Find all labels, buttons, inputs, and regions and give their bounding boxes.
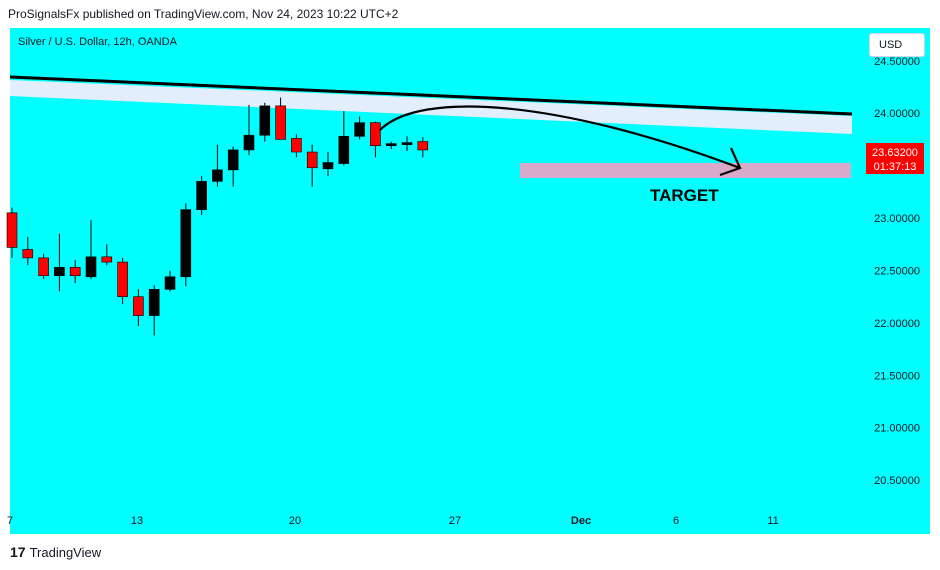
tradingview-footer: 17 TradingView (10, 544, 101, 560)
y-axis-tick-label: 21.50000 (874, 370, 920, 382)
tradingview-logo-icon: 17 (10, 544, 26, 560)
candle-bearish (306, 151, 318, 169)
candle-bullish (243, 134, 255, 151)
y-axis-tick-label: 22.50000 (874, 265, 920, 277)
price-tag-countdown: 01:37:13 (874, 161, 917, 173)
candle-bullish (338, 135, 350, 164)
candle-bullish (196, 181, 207, 210)
y-axis-tick-label: 23.00000 (874, 213, 920, 225)
target-label: TARGET (650, 186, 719, 205)
candle-bullish (259, 105, 271, 136)
projection-arrow (379, 105, 741, 170)
x-axis-tick-label: 20 (289, 515, 301, 527)
x-axis-tick-label: 6 (673, 515, 679, 527)
candle-bullish (148, 289, 160, 316)
candle-bullish (354, 122, 365, 137)
currency-button[interactable]: USD (869, 33, 925, 57)
candle-bullish (322, 162, 334, 170)
arrow-head-icon (719, 147, 742, 177)
x-axis-tick-label: 27 (449, 515, 461, 527)
candle-bearish (370, 122, 381, 147)
y-axis-tick-label: 24.50000 (874, 56, 920, 68)
candle-bullish (385, 143, 397, 147)
y-axis-tick-label: 24.00000 (874, 108, 920, 120)
resistance-trendline (9, 75, 853, 116)
candle-bearish (117, 261, 128, 297)
symbol-label: Silver / U.S. Dollar, 12h, OANDA (18, 36, 177, 48)
candle-bearish (291, 138, 302, 153)
candle-bullish (180, 209, 192, 278)
x-axis-tick-label: Dec (571, 515, 591, 527)
candle-bullish (85, 256, 97, 278)
candle-bearish (69, 267, 81, 277)
candle-bearish (38, 257, 49, 277)
candle-bearish (133, 296, 144, 316)
y-axis-tick-label: 21.00000 (874, 423, 920, 435)
candle-bullish (401, 142, 413, 145)
candle-bearish (22, 249, 34, 259)
publish-info: ProSignalsFx published on TradingView.co… (8, 7, 399, 21)
candle-bearish (101, 256, 113, 263)
resistance-zone (10, 80, 852, 134)
x-axis-tick-label: 13 (131, 515, 143, 527)
candle-bullish (164, 276, 176, 290)
candle-bearish (275, 105, 286, 140)
candle-bearish (417, 141, 429, 151)
tradingview-brand: TradingView (29, 545, 102, 560)
x-axis-tick-label: 11 (767, 515, 778, 527)
candle-bullish (227, 149, 239, 171)
y-axis-tick-label: 20.50000 (874, 475, 920, 487)
candle-bullish (212, 169, 223, 182)
price-tag-value: 23.63200 (872, 147, 918, 159)
target-zone (520, 163, 851, 178)
candle-bullish (54, 267, 65, 277)
candle-bearish (6, 212, 18, 248)
price-tag (866, 143, 924, 174)
y-axis-tick-label: 22.00000 (874, 318, 920, 330)
x-axis-tick-label: 7 (7, 515, 13, 527)
